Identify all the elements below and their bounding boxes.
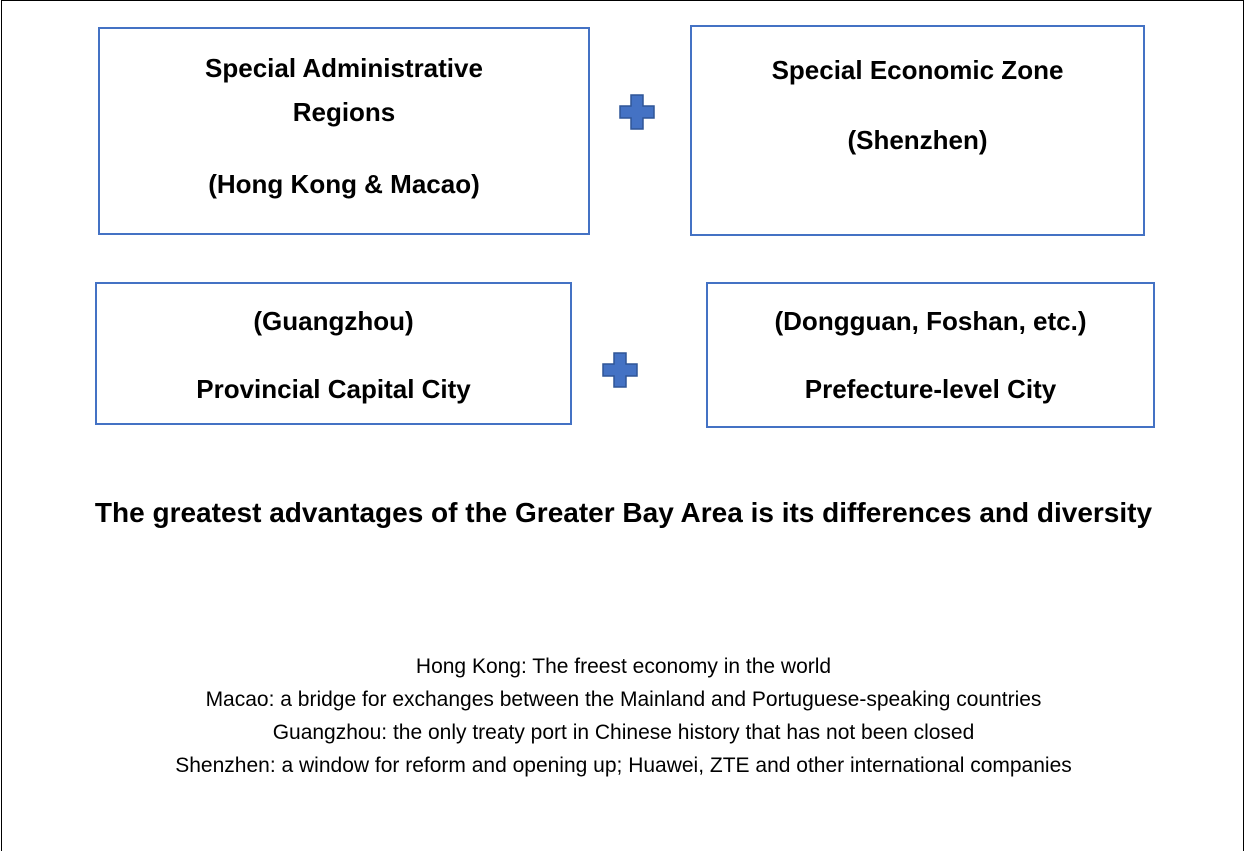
box-line: (Guangzhou): [253, 306, 414, 336]
note: Shenzhen: a window for reform and openin…: [175, 754, 1072, 777]
plus-icon: [619, 94, 655, 130]
box: Special Administrative Regions (Hong Kon…: [98, 27, 590, 235]
box-line: (Hong Kong & Macao): [208, 169, 480, 199]
box-line: (Shenzhen): [847, 125, 988, 155]
note: Guangzhou: the only treaty port in Chine…: [272, 721, 975, 744]
box-line: (Dongguan, Foshan, etc.): [774, 306, 1087, 336]
note: Hong Kong: The freest economy in the wor…: [415, 655, 832, 678]
note: Macao: a bridge for exchanges between th…: [205, 688, 1042, 711]
box-line: Regions: [292, 97, 396, 127]
box: (Dongguan, Foshan, etc.) Prefecture-leve…: [706, 282, 1155, 428]
box-line: Special Administrative: [205, 53, 483, 83]
heading: The greatest advantages of the Greater B…: [94, 497, 1153, 528]
box: Special Economic Zone (Shenzhen): [690, 25, 1145, 236]
box-line: Special Economic Zone: [771, 55, 1064, 85]
notes: Hong Kong: The freest economy in the wor…: [0, 650, 1247, 782]
box-line: Prefecture-level City: [804, 374, 1057, 404]
box: (Guangzhou) Provincial Capital City: [95, 282, 572, 425]
box-line: Provincial Capital City: [196, 374, 471, 404]
plus-icon: [602, 352, 638, 388]
